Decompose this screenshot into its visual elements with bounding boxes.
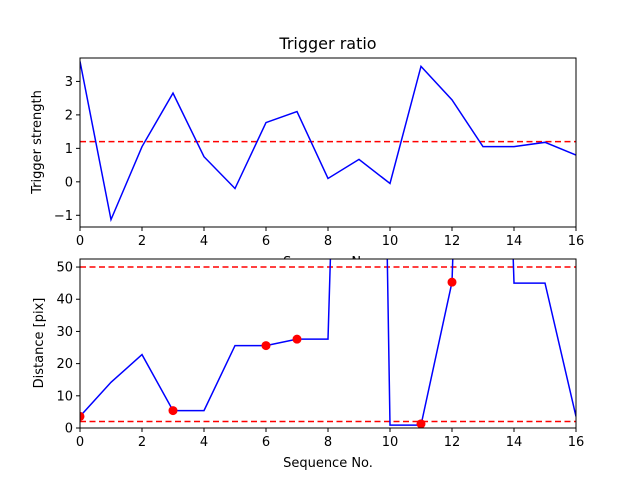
x-tick-label: 0 (76, 435, 84, 450)
data-point-marker (168, 406, 178, 416)
y-tick-label: −1 (54, 209, 73, 224)
bottom-chart-marks (80, 259, 576, 428)
y-tick-label: 3 (65, 75, 73, 90)
y-tick-label: 50 (56, 261, 73, 276)
y-tick-label: 2 (65, 108, 73, 123)
x-tick-label: 10 (382, 435, 399, 450)
data-point-marker (447, 277, 457, 287)
y-tick-label: 10 (56, 389, 73, 404)
chart-title: Trigger ratio (278, 34, 376, 53)
x-tick-label: 10 (382, 234, 399, 249)
data-point-marker (292, 334, 302, 344)
y-tick-label: 30 (56, 325, 73, 340)
top-chart-y-ticks: −1 0 1 2 3 (54, 75, 80, 224)
top-chart-marks (80, 61, 576, 223)
y-tick-label: 20 (56, 357, 73, 372)
x-tick-label: 14 (506, 234, 523, 249)
x-tick-label: 16 (568, 435, 585, 450)
bottom-chart-x-axis-label: Sequence No. (283, 456, 373, 471)
x-tick-label: 12 (444, 435, 461, 450)
bottom-chart-y-axis-label: Distance [pix] (32, 298, 47, 389)
x-tick-label: 2 (138, 435, 146, 450)
x-tick-label: 4 (200, 234, 208, 249)
x-tick-label: 2 (138, 234, 146, 249)
y-tick-label: 0 (65, 175, 73, 190)
x-tick-label: 8 (324, 234, 332, 249)
x-tick-label: 4 (200, 435, 208, 450)
y-tick-label: 1 (65, 142, 73, 157)
bottom-chart-background (80, 259, 576, 428)
top-chart-x-ticks: 0 2 4 6 8 10 12 14 16 (76, 227, 584, 249)
bottom-chart: 0 2 4 6 8 10 12 14 16 0 10 20 30 40 50 Sequence No. D… (32, 258, 584, 471)
series-line (80, 61, 576, 223)
bottom-chart-y-ticks: 0 10 20 30 40 50 (56, 261, 80, 437)
data-point-marker (261, 341, 271, 351)
x-tick-label: 6 (262, 234, 270, 249)
plot-area (80, 61, 576, 223)
x-tick-label: 6 (262, 435, 270, 450)
x-tick-label: 8 (324, 435, 332, 450)
data-point-marker (80, 411, 85, 421)
top-chart-y-axis-label: Trigger strength (30, 90, 45, 195)
bottom-chart-x-ticks: 0 2 4 6 8 10 12 14 16 (76, 428, 584, 450)
x-tick-label: 14 (506, 435, 523, 450)
top-chart-frame (79, 57, 577, 228)
x-tick-label: 12 (444, 234, 461, 249)
y-tick-label: 40 (56, 293, 73, 308)
bottom-chart-frame (79, 258, 577, 429)
plot-area (80, 259, 576, 428)
data-point-marker (416, 419, 426, 428)
x-tick-label: 0 (76, 234, 84, 249)
x-tick-label: 16 (568, 234, 585, 249)
y-tick-label: 0 (65, 422, 73, 437)
